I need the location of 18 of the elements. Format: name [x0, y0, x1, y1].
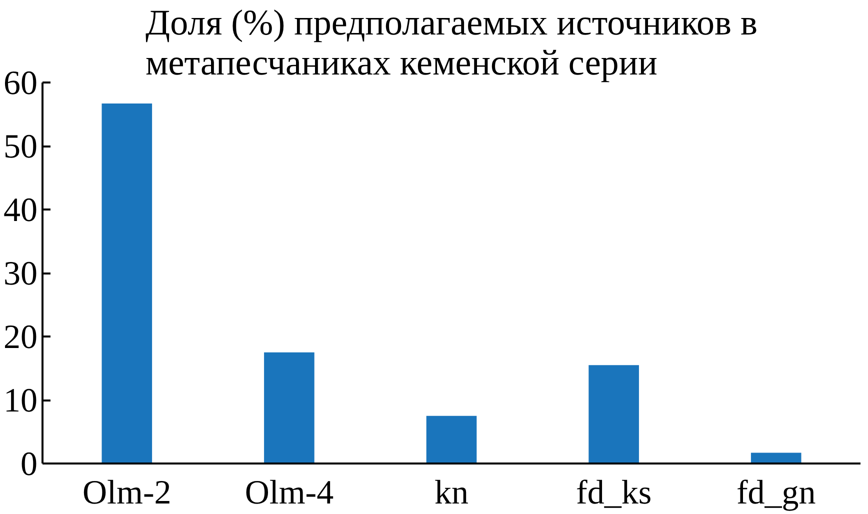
x-tick-label: fd_ks: [576, 474, 652, 512]
y-tick-label: 0: [20, 446, 38, 483]
bar: [750, 452, 802, 464]
x-tick-label: fd_gn: [736, 474, 816, 512]
y-tick-label: 50: [4, 128, 38, 166]
y-tick-label: 40: [4, 192, 38, 229]
x-tick-label: Olm-4: [244, 474, 334, 512]
bar: [426, 416, 477, 464]
x-tick-label: Olm-2: [82, 474, 172, 512]
bar: [102, 103, 152, 464]
y-tick-label: 60: [4, 65, 38, 102]
x-tick-label: kn: [434, 474, 468, 512]
bar: [264, 352, 314, 464]
bar: [588, 365, 639, 464]
y-tick-label: 20: [4, 319, 38, 356]
y-tick-label: 30: [4, 256, 38, 292]
y-tick-label: 10: [4, 382, 38, 420]
chart-title: Доля (%) предполагаемых источников в метапесчаниках кеменской серии: [146, 2, 758, 82]
